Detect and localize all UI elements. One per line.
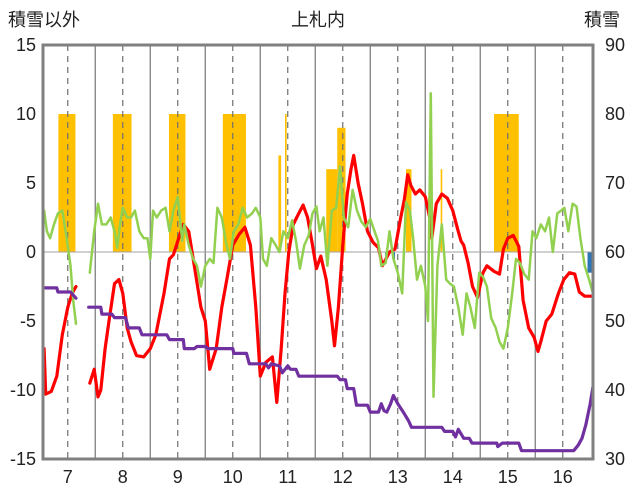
green_line-segment-1 — [88, 92, 595, 399]
left-tick-label: 5 — [26, 173, 36, 193]
left-tick-label: -5 — [20, 311, 36, 331]
day-label: 10 — [223, 467, 243, 487]
precip_bars-bar-10 — [440, 169, 443, 252]
negative_bars-bar-2 — [587, 252, 593, 273]
left-tick-label: -10 — [10, 380, 36, 400]
right-tick-label: 70 — [605, 173, 625, 193]
left-tick-label: 10 — [16, 104, 36, 124]
right-axis: 90 80 70 60 50 40 30 — [605, 35, 625, 469]
precip_bars-bar-0 — [58, 114, 76, 252]
left-axis-title: 積雪以外 — [8, 10, 80, 31]
negative_bars-bar-1 — [393, 252, 395, 259]
day-label: 15 — [498, 467, 518, 487]
left-axis: 15 10 5 0 -5 -10 -15 — [10, 35, 36, 469]
precip_bars-bar-4 — [278, 155, 282, 252]
precip_bars-bar-11 — [494, 114, 519, 252]
day-label: 13 — [388, 467, 408, 487]
right-tick-label: 50 — [605, 311, 625, 331]
right-tick-label: 40 — [605, 380, 625, 400]
day-label: 14 — [443, 467, 463, 487]
day-label: 7 — [63, 467, 73, 487]
right-tick-label: 60 — [605, 242, 625, 262]
day-label: 9 — [173, 467, 183, 487]
right-tick-label: 30 — [605, 449, 625, 469]
plot-frame — [41, 43, 595, 461]
x-axis: 7 8 9 10 11 12 13 14 15 16 — [63, 467, 573, 487]
left-tick-label: -15 — [10, 449, 36, 469]
right-tick-label: 90 — [605, 35, 625, 55]
left-tick-label: 0 — [26, 242, 36, 262]
day-label: 11 — [278, 467, 297, 487]
chart-title: 上札内 — [291, 10, 345, 31]
day-label: 8 — [118, 467, 128, 487]
right-tick-label: 80 — [605, 104, 625, 124]
snow_depth-segment-0 — [42, 286, 78, 300]
series-lines — [42, 92, 595, 453]
precip_bars-bar-5 — [285, 114, 287, 252]
red_line-segment-0 — [42, 284, 78, 396]
right-axis-title: 積雪 — [584, 10, 620, 31]
left-tick-label: 15 — [16, 35, 36, 55]
day-label: 16 — [553, 467, 573, 487]
snow_depth-segment-1 — [87, 305, 595, 453]
day-label: 12 — [333, 467, 353, 487]
green_line-segment-0 — [42, 209, 78, 326]
